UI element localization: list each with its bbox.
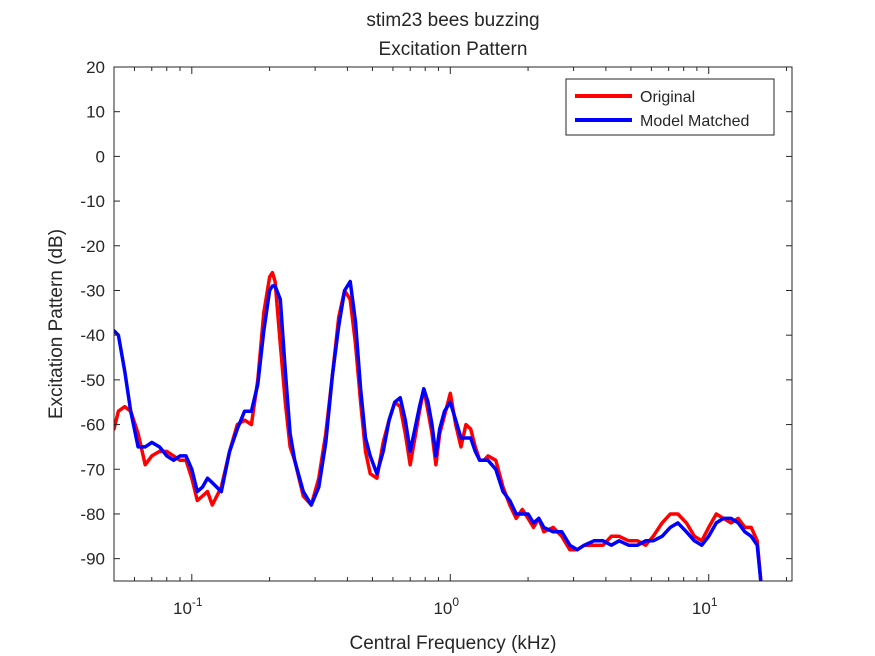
y-tick-label: -80 [80, 505, 105, 524]
y-tick-label: 0 [96, 147, 105, 166]
axes-box [113, 66, 793, 582]
y-tick-label: -50 [80, 371, 105, 390]
y-tick-label: -20 [80, 237, 105, 256]
y-axis-label: Excitation Pattern (dB) [46, 229, 67, 419]
y-tick-label: -70 [80, 460, 105, 479]
chart-subtitle: Excitation Pattern [379, 39, 528, 60]
y-tick-label: 20 [86, 58, 105, 77]
legend: Original Model Matched [565, 78, 775, 136]
y-axis-ticks: 20 10 0 -10 -20 -30 -40 -50 -60 -70 -80 -90 [80, 58, 792, 569]
chart-title: stim23 bees buzzing [366, 10, 539, 31]
y-tick-label: -10 [80, 192, 105, 211]
y-tick-label: -30 [80, 281, 105, 300]
legend-box [565, 78, 775, 136]
plot-series [114, 270, 763, 581]
y-tick-label: -40 [80, 326, 105, 345]
y-tick-label: -90 [80, 550, 105, 569]
series-line-model-matched [114, 279, 763, 581]
x-axis-label: Central Frequency (kHz) [350, 633, 557, 654]
y-tick-label: 10 [86, 103, 105, 122]
y-tick-label: -60 [80, 416, 105, 435]
legend-label-model-matched: Model Matched [640, 113, 749, 130]
legend-label-original: Original [640, 89, 695, 106]
